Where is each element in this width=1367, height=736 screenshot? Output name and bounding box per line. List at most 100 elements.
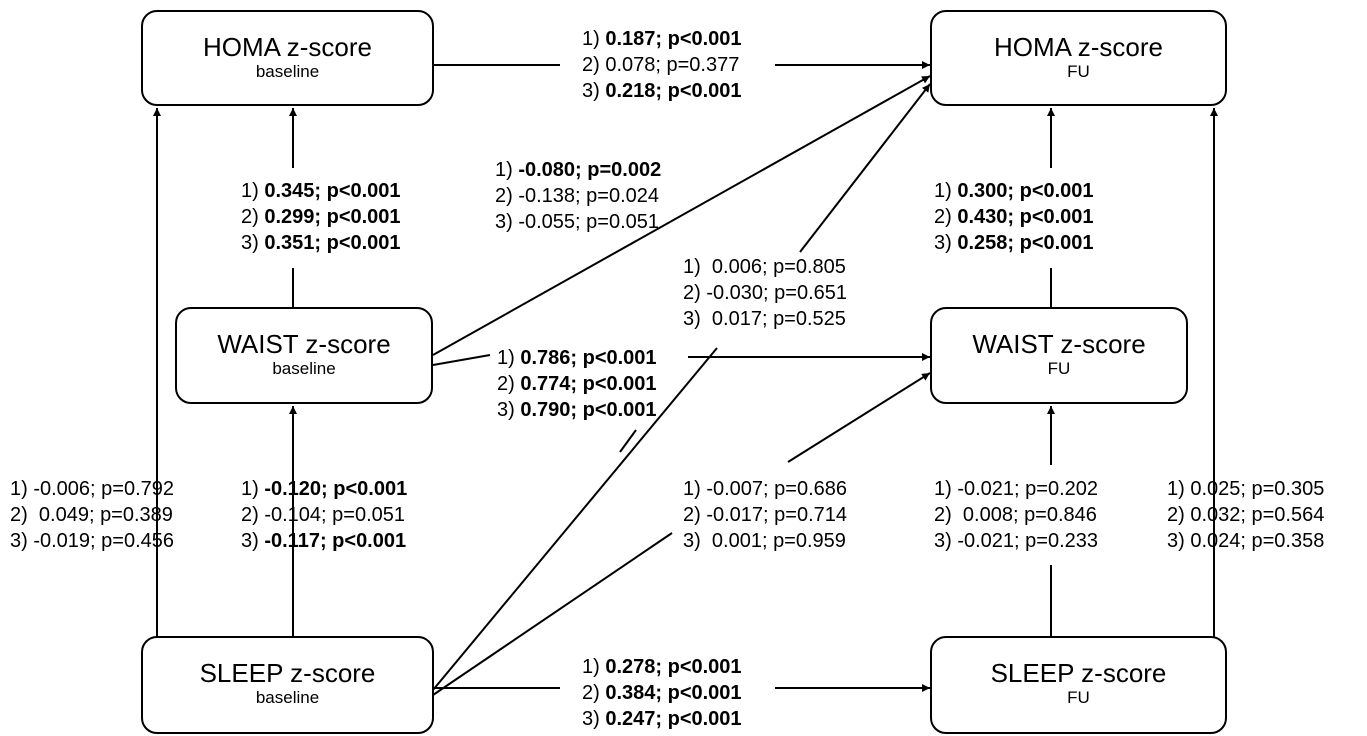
coef-value: -0.080; p=0.002 <box>518 159 662 181</box>
arrow-sleep-base-to-homa-fu-a <box>432 347 718 691</box>
coef-value: 0.218; p<0.001 <box>605 80 742 102</box>
coef-label-sleep-fu-to-waist-fu: 1) -0.021; p=0.202 2) 0.008; p=0.846 3) -0… <box>934 476 1098 554</box>
coef-value: 0.345; p<0.001 <box>264 180 401 202</box>
model-number: 2) <box>10 504 34 526</box>
coef-value: 0.025; p=0.305 <box>1190 478 1325 500</box>
model-number: 3) <box>497 399 521 421</box>
model-number: 3) <box>582 708 606 730</box>
coef-value: 0.006; p=0.805 <box>706 256 846 278</box>
coef-row: 3) 0.017; p=0.525 <box>683 306 847 332</box>
coef-row: 2) 0.384; p<0.001 <box>582 680 742 706</box>
coef-value: 0.430; p<0.001 <box>957 206 1094 228</box>
model-number: 3) <box>582 80 606 102</box>
coef-value: -0.021; p=0.233 <box>957 530 1099 552</box>
coef-row: 1) 0.300; p<0.001 <box>934 178 1094 204</box>
model-number: 1) <box>934 478 958 500</box>
coef-label-waist-base-to-homa-fu: 1) -0.080; p=0.002 2) -0.138; p=0.024 3) -… <box>495 157 661 235</box>
waist-fu-node: WAIST z-score FU <box>930 307 1188 404</box>
coef-value: 0.351; p<0.001 <box>264 232 401 254</box>
coef-row: 1) -0.021; p=0.202 <box>934 476 1098 502</box>
coef-value: 0.008; p=0.846 <box>957 504 1097 526</box>
coef-row: 3) 0.247; p<0.001 <box>582 706 742 732</box>
coef-value: 0.187; p<0.001 <box>605 28 742 50</box>
coef-label-waist-base-to-waist-fu: 1) 0.786; p<0.001 2) 0.774; p<0.001 3) 0.7… <box>497 345 657 423</box>
coef-row: 2) 0.078; p=0.377 <box>582 52 742 78</box>
coef-row: 1) 0.345; p<0.001 <box>241 178 401 204</box>
node-title: WAIST z-score <box>972 329 1146 359</box>
coef-value: -0.019; p=0.456 <box>33 530 175 552</box>
node-title: SLEEP z-score <box>990 658 1167 688</box>
coef-row: 2) -0.138; p=0.024 <box>495 183 661 209</box>
coef-value: 0.017; p=0.525 <box>706 308 846 330</box>
coef-row: 3) 0.001; p=0.959 <box>683 528 847 554</box>
coef-row: 2) -0.104; p=0.051 <box>241 502 407 528</box>
arrow-sleep-base-to-homa-fu-b <box>799 83 931 253</box>
model-number: 3) <box>1167 530 1191 552</box>
coef-value: -0.055; p=0.051 <box>518 211 660 233</box>
coef-value: 0.299; p<0.001 <box>264 206 401 228</box>
model-number: 2) <box>582 54 606 76</box>
node-title: WAIST z-score <box>217 329 391 359</box>
model-number: 3) <box>495 211 519 233</box>
sleep-fu-node: SLEEP z-score FU <box>930 636 1227 734</box>
coef-value: 0.300; p<0.001 <box>957 180 1094 202</box>
coef-value: -0.006; p=0.792 <box>33 478 175 500</box>
coef-label-sleep-base-to-sleep-fu: 1) 0.278; p<0.001 2) 0.384; p<0.001 3) 0.2… <box>582 654 742 732</box>
model-number: 3) <box>683 530 707 552</box>
coef-value: 0.032; p=0.564 <box>1190 504 1325 526</box>
model-number: 3) <box>241 232 265 254</box>
coef-row: 1) 0.006; p=0.805 <box>683 254 847 280</box>
coef-value: -0.030; p=0.651 <box>706 282 848 304</box>
model-number: 2) <box>934 504 958 526</box>
coef-value: 0.258; p<0.001 <box>957 232 1094 254</box>
coef-row: 3) -0.117; p<0.001 <box>241 528 407 554</box>
model-number: 1) <box>683 256 707 278</box>
model-number: 1) <box>934 180 958 202</box>
model-number: 1) <box>495 159 519 181</box>
coef-label-sleep-base-to-homa-base: 1) -0.006; p=0.792 2) 0.049; p=0.389 3) -0… <box>10 476 174 554</box>
model-number: 2) <box>683 282 707 304</box>
sleep-baseline-node: SLEEP z-score baseline <box>141 636 434 734</box>
model-number: 2) <box>683 504 707 526</box>
coef-row: 1) 0.786; p<0.001 <box>497 345 657 371</box>
coef-value: 0.774; p<0.001 <box>520 373 657 395</box>
coef-row: 1) 0.187; p<0.001 <box>582 26 742 52</box>
coef-row: 3) -0.055; p=0.051 <box>495 209 661 235</box>
coef-value: 0.247; p<0.001 <box>605 708 742 730</box>
coef-row: 3) -0.019; p=0.456 <box>10 528 174 554</box>
node-title: HOMA z-score <box>993 32 1164 62</box>
coef-row: 1) 0.025; p=0.305 <box>1167 476 1324 502</box>
model-number: 2) <box>497 373 521 395</box>
coef-label-homa-base-to-homa-fu: 1) 0.187; p<0.001 2) 0.078; p=0.377 3) 0.2… <box>582 26 742 104</box>
model-number: 3) <box>241 530 265 552</box>
homa-fu-node: HOMA z-score FU <box>930 10 1227 106</box>
arrow-sleep-base-to-waist-fu-a <box>432 532 673 696</box>
coef-row: 3) -0.021; p=0.233 <box>934 528 1098 554</box>
coef-row: 1) 0.278; p<0.001 <box>582 654 742 680</box>
node-subtitle: baseline <box>272 359 336 378</box>
coef-label-sleep-base-to-waist-fu: 1) -0.007; p=0.686 2) -0.017; p=0.714 3) 0… <box>683 476 847 554</box>
model-number: 1) <box>582 28 606 50</box>
coef-value: 0.049; p=0.389 <box>33 504 173 526</box>
model-number: 2) <box>934 206 958 228</box>
model-number: 1) <box>241 180 265 202</box>
coef-row: 2) 0.049; p=0.389 <box>10 502 174 528</box>
coef-value: -0.120; p<0.001 <box>264 478 408 500</box>
node-subtitle: FU <box>1047 359 1071 378</box>
coef-value: -0.104; p=0.051 <box>264 504 406 526</box>
coef-row: 2) 0.430; p<0.001 <box>934 204 1094 230</box>
coef-label-waist-fu-to-homa-fu: 1) 0.300; p<0.001 2) 0.430; p<0.001 3) 0.2… <box>934 178 1094 256</box>
coef-row: 2) 0.299; p<0.001 <box>241 204 401 230</box>
coef-row: 3) 0.351; p<0.001 <box>241 230 401 256</box>
homa-baseline-node: HOMA z-score baseline <box>141 10 434 106</box>
model-number: 1) <box>241 478 265 500</box>
model-number: 1) <box>582 656 606 678</box>
coef-label-sleep-base-to-homa-fu: 1) 0.006; p=0.805 2) -0.030; p=0.651 3) 0.… <box>683 254 847 332</box>
node-subtitle: baseline <box>255 688 320 707</box>
model-number: 3) <box>683 308 707 330</box>
model-number: 2) <box>582 682 606 704</box>
coef-row: 2) 0.008; p=0.846 <box>934 502 1098 528</box>
model-number: 1) <box>1167 478 1191 500</box>
coef-label-sleep-fu-to-homa-fu: 1) 0.025; p=0.305 2) 0.032; p=0.564 3) 0.0… <box>1167 476 1324 554</box>
